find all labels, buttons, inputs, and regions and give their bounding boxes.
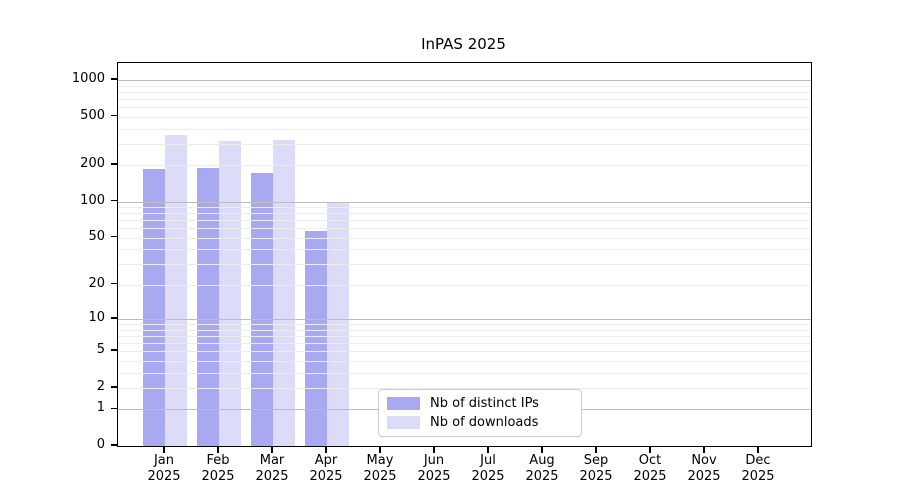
x-tick-mark <box>703 446 705 453</box>
y-tick-mark <box>111 114 117 117</box>
gridline-minor <box>118 228 811 230</box>
chart-title: InPAS 2025 <box>421 35 506 53</box>
y-tick-mark <box>111 317 117 319</box>
y-tick-label: 2 <box>96 378 105 394</box>
x-tick-label: Sep 2025 <box>579 453 613 484</box>
gridline-major <box>118 201 811 203</box>
gridline-minor <box>118 342 811 344</box>
x-tick-label: Dec 2025 <box>741 453 775 484</box>
legend-label-distinct-ips: Nb of distinct IPs <box>430 396 539 411</box>
x-tick-mark <box>217 446 219 453</box>
y-tick-label: 200 <box>80 156 105 172</box>
x-tick-mark <box>325 446 327 453</box>
gridline-minor <box>118 213 811 215</box>
gridline-minor <box>118 329 811 331</box>
y-tick-label: 50 <box>88 228 105 244</box>
gridline-minor <box>118 264 811 266</box>
x-tick-label: Apr 2025 <box>309 453 343 484</box>
y-tick-label: 100 <box>80 192 105 208</box>
y-tick-mark <box>111 386 117 388</box>
bar-downloads <box>273 140 295 446</box>
gridline-minor <box>118 143 811 145</box>
bar-distinct-ips <box>143 169 165 446</box>
y-tick-mark <box>111 282 117 285</box>
bar-distinct-ips <box>197 167 219 446</box>
y-tick-label: 0 <box>96 437 105 452</box>
x-tick-mark <box>433 446 435 453</box>
bar-distinct-ips <box>305 230 327 446</box>
y-tick-label: 500 <box>80 107 105 123</box>
x-tick-mark <box>649 446 651 453</box>
gridline-minor <box>118 387 811 389</box>
gridline-minor <box>118 98 811 100</box>
gridline-minor <box>118 249 811 251</box>
gridline-major <box>118 80 811 82</box>
bar-downloads <box>219 141 241 446</box>
y-tick-label: 1 <box>96 400 105 416</box>
legend-label-downloads: Nb of downloads <box>430 415 539 430</box>
gridline-minor <box>118 372 811 374</box>
gridline-minor <box>118 128 811 130</box>
bar-downloads <box>165 134 187 446</box>
x-tick-label: Jun 2025 <box>417 453 451 484</box>
x-tick-label: Nov 2025 <box>687 453 721 484</box>
bar-downloads <box>327 201 349 446</box>
x-tick-label: Mar 2025 <box>255 453 289 484</box>
y-tick-mark <box>111 199 117 202</box>
gridline-minor <box>118 220 811 222</box>
y-tick-label: 1000 <box>71 71 105 87</box>
gridline-minor <box>118 335 811 337</box>
x-tick-mark <box>379 446 381 453</box>
x-tick-mark <box>163 446 165 453</box>
y-tick-mark <box>111 235 117 238</box>
gridline-major <box>118 318 811 320</box>
x-tick-label: Jul 2025 <box>471 453 505 484</box>
gridline-minor <box>118 324 811 326</box>
x-tick-mark <box>541 446 543 453</box>
gridline-minor <box>118 116 811 118</box>
y-tick-label: 5 <box>96 342 105 358</box>
y-tick-mark <box>111 163 117 165</box>
y-tick-label: 10 <box>88 309 105 325</box>
gridline-minor <box>118 91 811 93</box>
gridline-minor <box>118 284 811 286</box>
gridline-minor <box>118 107 811 109</box>
gridline-minor <box>118 351 811 353</box>
y-tick-label: 20 <box>88 275 105 291</box>
x-tick-mark <box>487 446 489 453</box>
gridline-minor <box>118 360 811 362</box>
y-tick-mark <box>111 407 117 410</box>
legend: Nb of distinct IPs Nb of downloads <box>378 389 582 437</box>
x-tick-mark <box>271 446 273 453</box>
gridline-minor <box>118 237 811 239</box>
x-tick-mark <box>757 446 759 453</box>
legend-item-distinct-ips: Nb of distinct IPs <box>387 396 573 411</box>
gridline-minor <box>118 207 811 209</box>
y-tick-mark <box>111 349 117 351</box>
legend-item-downloads: Nb of downloads <box>387 415 573 430</box>
plot-area <box>117 62 812 447</box>
legend-swatch-downloads <box>387 416 420 429</box>
bar-distinct-ips <box>251 173 273 446</box>
x-tick-mark <box>595 446 597 453</box>
gridline-minor <box>118 165 811 167</box>
x-tick-label: Jan 2025 <box>147 453 181 484</box>
gridline-minor <box>118 85 811 87</box>
x-tick-label: Oct 2025 <box>633 453 667 484</box>
x-tick-label: Feb 2025 <box>201 453 235 484</box>
y-tick-mark <box>111 78 117 80</box>
y-tick-mark <box>111 444 117 446</box>
x-tick-label: May 2025 <box>363 453 397 484</box>
legend-swatch-distinct-ips <box>387 397 420 410</box>
x-tick-label: Aug 2025 <box>525 453 559 484</box>
